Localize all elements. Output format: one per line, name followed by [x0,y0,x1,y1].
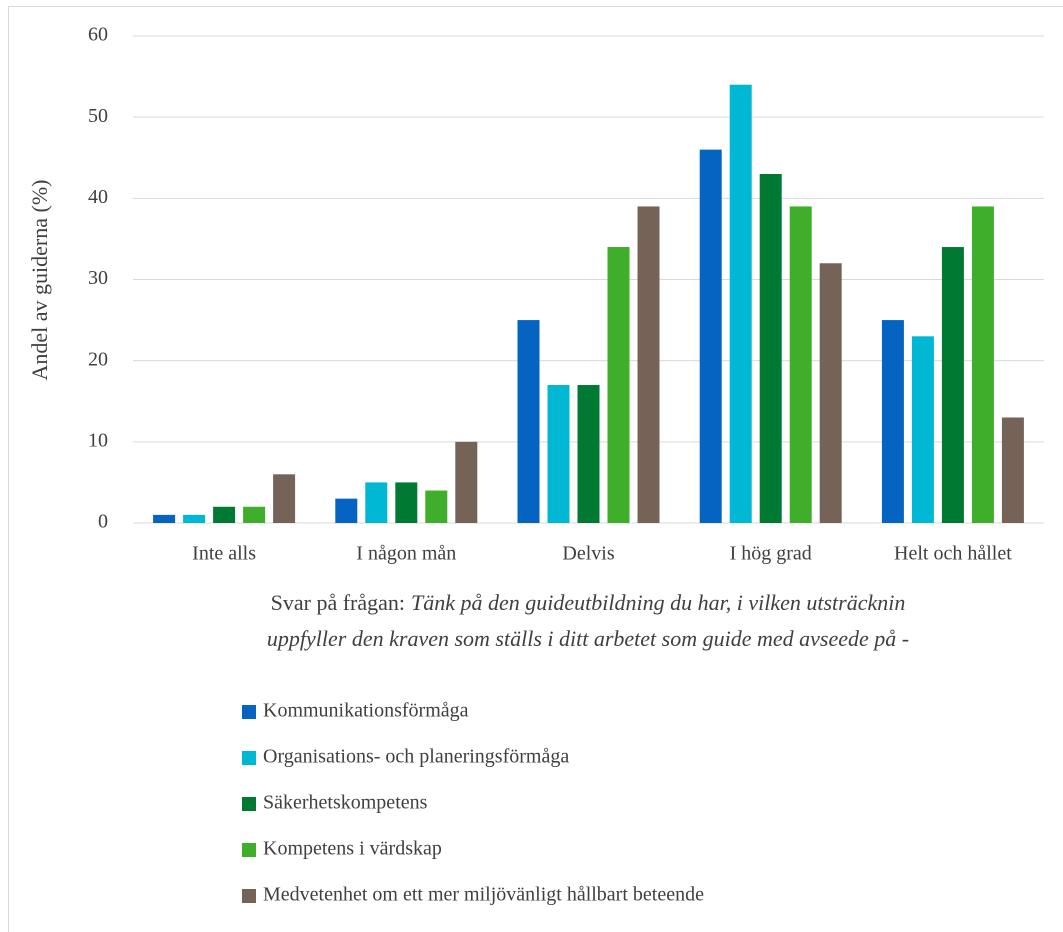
bar [183,514,206,523]
legend-label: Kompetens i värdskap [263,838,442,860]
bar [759,173,782,523]
x-axis-label-text: Tänk på den guideutbildning du har, i vi… [411,590,905,615]
x-tick-label: Inte alls [192,543,256,565]
legend-swatch [242,705,256,719]
bar [395,482,418,523]
bar [547,385,570,523]
bar [425,490,448,523]
bar [729,84,752,523]
legend-label: Medvetenhet om ett mer miljövänligt håll… [263,884,704,906]
bar [699,149,722,523]
x-tick-label: Delvis [562,543,614,565]
chart-frame [8,6,1063,932]
legend-swatch [242,889,256,903]
x-axis-label-prefix: Svar på frågan: [271,590,405,615]
y-tick-label: 30 [88,267,108,289]
y-tick-label: 60 [88,24,108,46]
y-tick-label: 10 [88,429,108,451]
bar [335,498,358,523]
bar [153,514,176,523]
bar [607,247,630,524]
y-tick-label: 0 [98,511,108,533]
y-tick-label: 50 [88,105,108,127]
y-tick-label: 40 [88,186,108,208]
legend-label: Säkerhetskompetens [263,792,428,814]
x-tick-label: I någon mån [356,543,456,565]
legend-label: Organisations- och planeringsförmåga [263,746,569,768]
x-tick-label: Helt och hållet [894,543,1012,565]
x-tick-label: I hög grad [730,543,812,565]
bar [213,506,236,523]
bar [243,506,266,523]
legend-label: Kommunikationsförmåga [263,700,469,722]
bar [881,320,904,523]
legend-swatch [242,751,256,765]
x-axis-label-text: uppfyller den kraven som ställs i ditt a… [267,626,909,651]
bar [789,206,812,523]
bar [637,206,660,523]
bar [517,320,540,523]
bar [365,482,388,523]
bar [455,441,478,523]
bar [911,336,934,523]
bar [1001,417,1024,523]
bar [971,206,994,523]
bar [941,247,964,524]
y-axis-label: Andel av guiderna (%) [27,180,52,381]
bar [819,263,842,523]
bar [577,385,600,523]
legend-swatch [242,843,256,857]
y-tick-label: 20 [88,348,108,370]
x-axis-label: Svar på frågan: Tänk på den guideutbildni… [271,590,906,615]
legend-swatch [242,797,256,811]
bar [273,474,296,523]
